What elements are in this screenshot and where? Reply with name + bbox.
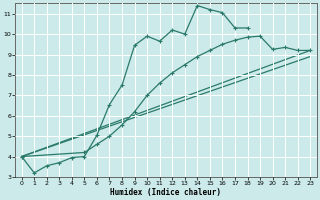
- X-axis label: Humidex (Indice chaleur): Humidex (Indice chaleur): [110, 188, 221, 197]
